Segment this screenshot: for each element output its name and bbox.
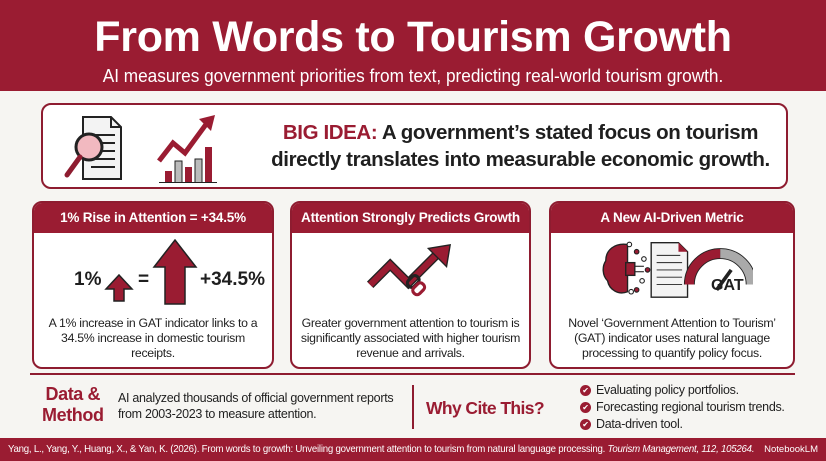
data-method-text: AI analyzed thousands of official govern… [118,391,394,421]
trend-arrow-chain-icon [366,243,452,297]
citation-journal: Tourism Management, 112, 105264. [607,443,755,455]
card-title: Attention Strongly Predicts Growth [292,203,529,233]
list-item: ✔ Evaluating policy portfolios. [580,382,785,399]
card-text: A 1% increase in GAT indicator links to … [48,316,258,360]
why-cite-list: ✔ Evaluating policy portfolios. ✔ Forecast… [580,382,785,433]
data-method-title: Data & Method [42,384,104,426]
data-method-title-line1: Data & [45,384,101,404]
right-value: +34.5% [200,269,265,290]
big-idea-box: BIG IDEA: A government’s stated focus on… [41,103,788,189]
check-circle-icon: ✔ [580,419,591,430]
citation-line: Yang, L., Yang, Y., Huang, X., & Yan, K.… [8,438,755,461]
header-banner: From Words to Tourism Growth AI measures… [0,0,826,91]
document-icon [650,241,689,298]
list-item-text: Data-driven tool. [596,417,683,431]
rising-bar-chart-icon [157,115,217,183]
big-idea-text: BIG IDEA: A government’s stated focus on… [258,119,783,173]
citation-text: Yang, L., Yang, Y., Huang, X., & Yan, K.… [8,443,606,455]
citation-footer: Yang, L., Yang, Y., Huang, X., & Yan, K.… [0,438,826,461]
page-subtitle: AI measures government priorities from t… [102,65,724,86]
card-title: A New AI-Driven Metric [551,203,793,233]
list-item-text: Forecasting regional tourism trends. [596,400,785,414]
data-method-title-line2: Method [42,405,104,425]
card-predicts-growth: Attention Strongly Predicts Growth Great… [290,201,531,369]
list-item: ✔ Forecasting regional tourism trends. [580,399,785,416]
check-circle-icon: ✔ [580,385,591,396]
why-cite-title: Why Cite This? [426,398,545,418]
gauge-label: GAT [711,277,744,294]
card-ai-metric: A New AI-Driven Metric GAT Novel ‘Govern… [549,201,795,369]
page-title: From Words to Tourism Growth [94,13,732,61]
small-up-arrow-icon [104,273,134,302]
left-value: 1% [74,269,102,290]
card-revenue: 1% Rise in Attention = +34.5% Revenue 1%… [32,201,274,369]
document-magnifier-icon [64,115,217,183]
check-circle-icon: ✔ [580,402,591,413]
card-text: Novel ‘Government Attention to Tourism’ … [568,316,776,360]
card-title: 1% Rise in Attention = +34.5% Revenue [34,203,272,255]
card-text: Greater government attention to tourism … [300,316,521,360]
large-up-arrow-icon [152,239,198,305]
list-item: ✔ Data-driven tool. [580,416,785,433]
equals-sign: = [138,269,150,290]
big-idea-statement: A government’s stated focus on tourism d… [271,121,770,171]
vertical-divider [412,385,414,429]
list-item-text: Evaluating policy portfolios. [596,383,739,397]
brain-circuit-icon [602,241,753,298]
notebooklm-watermark: NotebookLM [760,438,818,461]
big-idea-label: BIG IDEA: [282,121,378,144]
gauge-icon [683,248,753,291]
section-divider [30,373,795,375]
